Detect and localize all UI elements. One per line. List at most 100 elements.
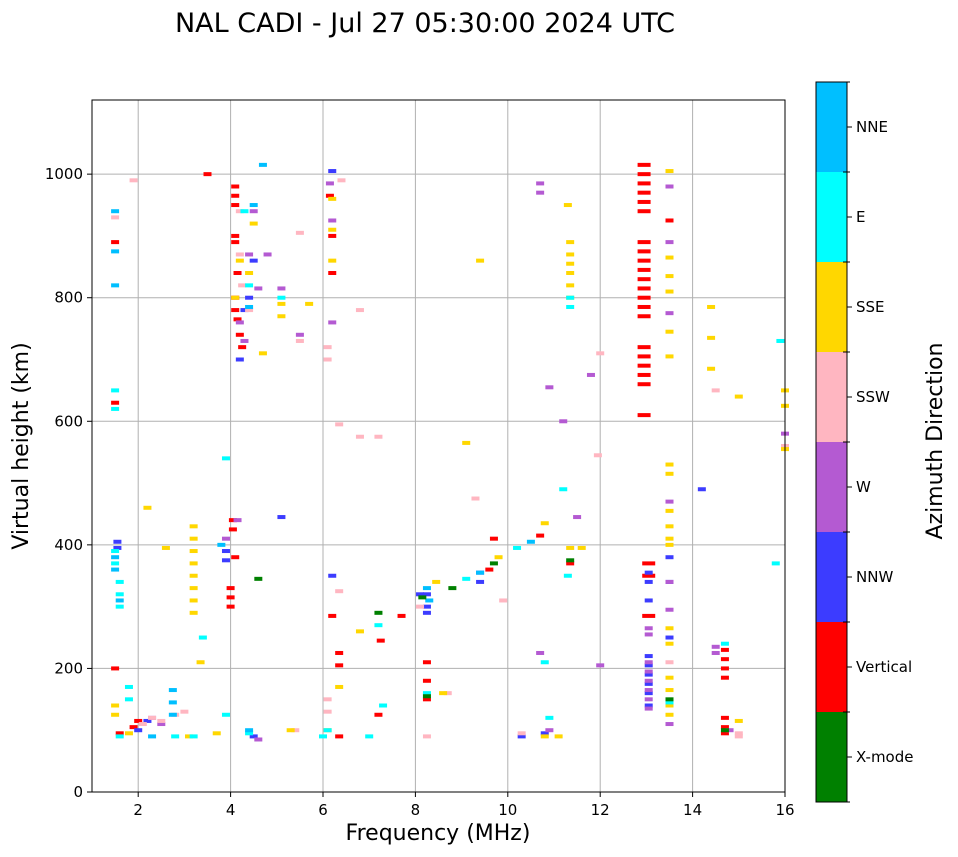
colorbar-segment	[816, 622, 847, 712]
data-point	[665, 555, 674, 560]
data-point	[720, 725, 729, 730]
data-point	[734, 394, 743, 399]
data-point	[115, 579, 124, 584]
x-axis-ticks: 2 4 6 8 10 12 14 16	[133, 792, 795, 819]
data-point	[235, 320, 244, 325]
colorbar-segment	[816, 172, 847, 262]
data-point	[335, 663, 344, 668]
data-point	[637, 162, 651, 167]
colorbar-label: NNE	[856, 118, 888, 136]
data-point	[328, 233, 337, 238]
data-point	[665, 354, 674, 359]
data-point	[189, 598, 198, 603]
data-point	[254, 576, 263, 581]
data-point	[776, 338, 785, 343]
data-point	[665, 607, 674, 612]
data-point	[644, 663, 653, 668]
data-point	[644, 579, 653, 584]
data-point	[263, 252, 272, 257]
data-point	[374, 434, 383, 439]
data-point	[245, 728, 254, 733]
data-point	[665, 722, 674, 727]
x-tick-label: 14	[683, 801, 702, 819]
data-point	[226, 604, 235, 609]
data-point	[203, 172, 212, 177]
data-point	[111, 703, 120, 708]
data-point	[540, 521, 549, 526]
series-x-mode	[254, 558, 729, 733]
data-point	[277, 314, 286, 319]
series-e	[111, 209, 785, 739]
data-point	[374, 623, 383, 628]
data-point	[258, 162, 267, 167]
data-point	[328, 573, 337, 578]
data-point	[228, 518, 237, 523]
data-point	[111, 209, 120, 214]
colorbar-label: NNW	[856, 568, 893, 586]
data-point	[665, 688, 674, 693]
data-point	[134, 728, 143, 733]
data-point	[536, 533, 545, 538]
data-point	[233, 317, 242, 322]
data-point	[416, 604, 425, 609]
data-point	[644, 654, 653, 659]
data-point	[734, 718, 743, 723]
data-point	[212, 731, 221, 736]
data-point	[596, 663, 605, 668]
data-point	[189, 549, 198, 554]
data-point	[642, 561, 656, 566]
data-point	[462, 440, 471, 445]
data-point	[115, 604, 124, 609]
colorbar: X-mode Vertical NNW W SSW SSE E NNE	[815, 81, 913, 803]
data-point	[235, 209, 244, 214]
data-point	[665, 697, 674, 702]
data-point	[254, 737, 263, 742]
data-point	[189, 573, 198, 578]
data-marks	[111, 162, 789, 742]
data-point	[115, 592, 124, 597]
data-point	[111, 567, 120, 572]
data-point	[111, 400, 120, 405]
data-point	[422, 697, 431, 702]
data-point	[526, 539, 535, 544]
data-point	[720, 647, 729, 652]
data-point	[325, 193, 334, 198]
data-point	[540, 660, 549, 665]
data-point	[637, 413, 651, 418]
data-point	[707, 366, 716, 371]
data-point	[554, 734, 563, 739]
data-point	[124, 731, 133, 736]
data-point	[422, 734, 431, 739]
data-point	[637, 372, 651, 377]
data-point	[725, 728, 734, 733]
data-point	[328, 258, 337, 263]
x-tick-label: 10	[498, 801, 517, 819]
data-point	[365, 734, 374, 739]
data-point	[665, 641, 674, 646]
data-point	[238, 345, 247, 350]
data-point	[168, 700, 177, 705]
data-point	[328, 320, 337, 325]
data-point	[637, 314, 651, 319]
colorbar-segment	[816, 442, 847, 532]
data-point	[231, 203, 240, 208]
data-point	[644, 669, 653, 674]
x-tick-label: 8	[411, 801, 421, 819]
data-point	[489, 561, 498, 566]
data-point	[665, 635, 674, 640]
data-point	[231, 295, 240, 300]
data-point	[720, 666, 729, 671]
data-point	[642, 573, 656, 578]
colorbar-label: Vertical	[856, 658, 912, 676]
data-point	[422, 678, 431, 683]
data-point	[720, 715, 729, 720]
series-w	[148, 181, 789, 742]
data-point	[734, 731, 743, 736]
data-point	[245, 304, 254, 309]
data-point	[517, 731, 526, 736]
chart-title: NAL CADI - Jul 27 05:30:00 2024 UTC	[175, 8, 675, 39]
data-point	[637, 181, 651, 186]
data-point	[566, 240, 575, 245]
data-point	[637, 382, 651, 387]
data-point	[374, 610, 383, 615]
